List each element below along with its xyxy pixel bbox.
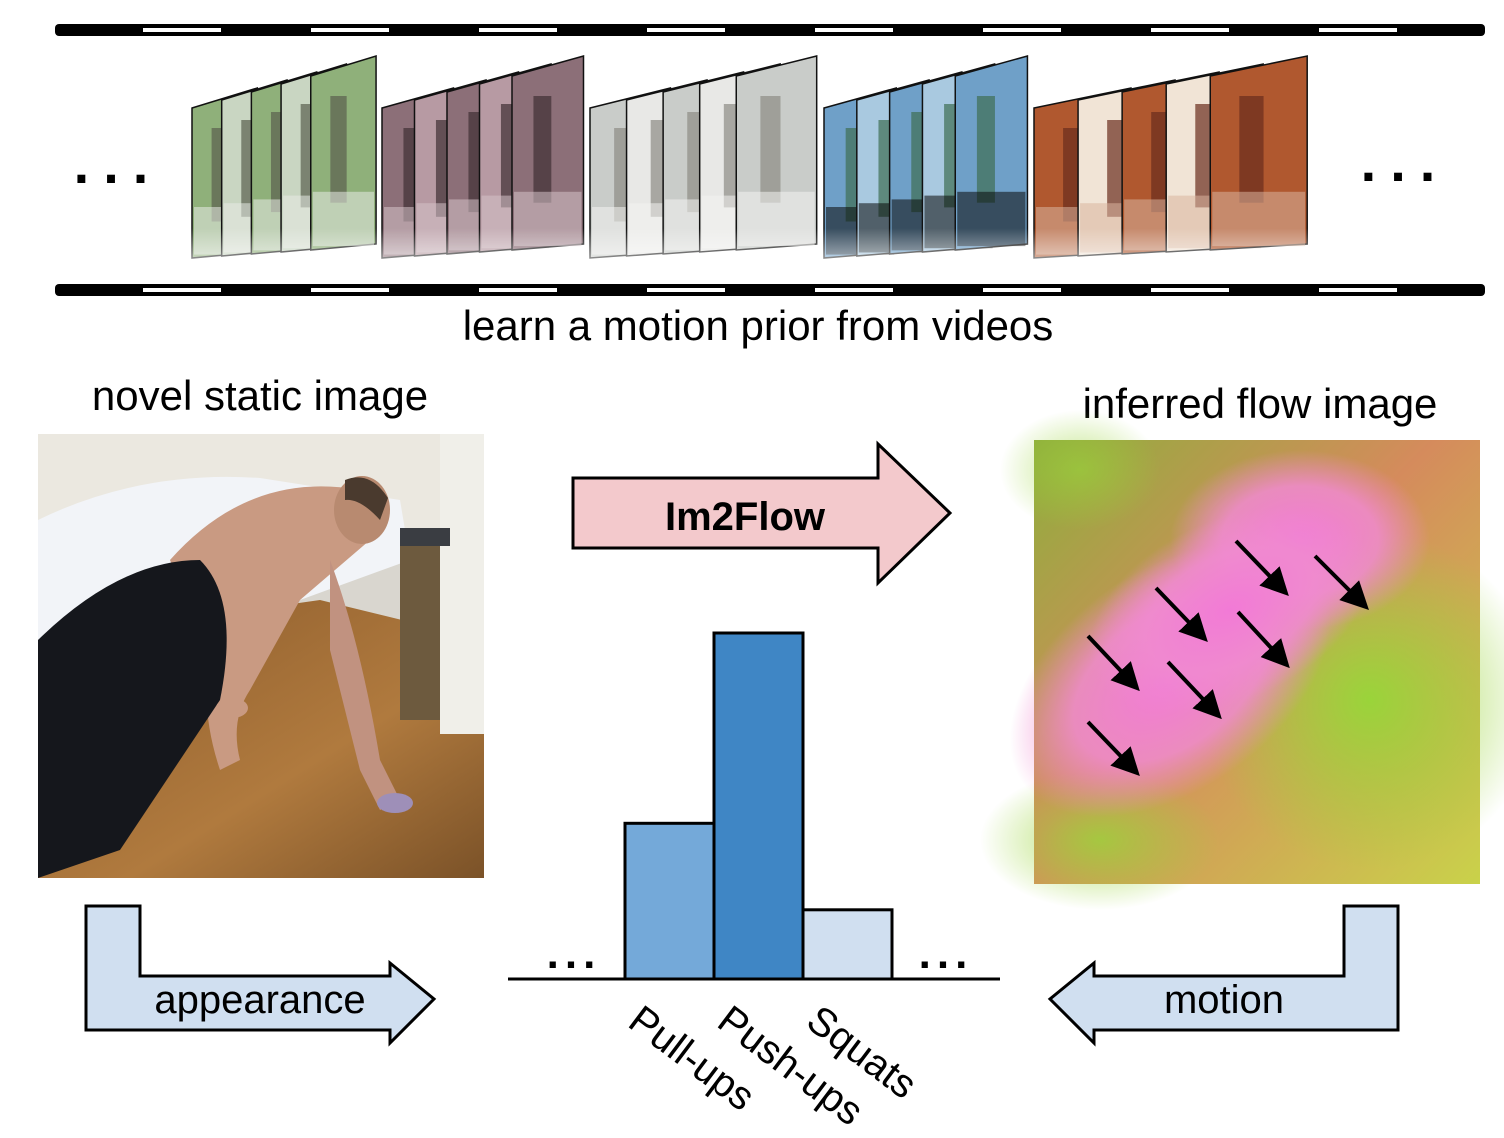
sprocket-hole bbox=[311, 28, 389, 32]
chart-left-ellipsis: ... bbox=[547, 929, 602, 978]
bar-squats bbox=[801, 908, 894, 981]
flow-arrow bbox=[1166, 660, 1222, 720]
sprocket-hole bbox=[1151, 28, 1229, 32]
sprocket-hole bbox=[983, 288, 1061, 292]
sprocket-hole bbox=[1319, 288, 1397, 292]
filmstrip-left-ellipsis: ... bbox=[74, 132, 163, 195]
filmstrip-right-ellipsis: ... bbox=[1361, 130, 1450, 193]
bar-pull-ups bbox=[623, 821, 716, 981]
filmstrip-top-rail bbox=[55, 24, 1485, 36]
sprocket-hole bbox=[311, 288, 389, 292]
novel-static-image bbox=[38, 434, 484, 878]
flow-arrow bbox=[1154, 586, 1208, 643]
sprocket-hole bbox=[815, 28, 893, 32]
flow-arrow bbox=[1234, 539, 1289, 597]
appearance-arrow: appearance bbox=[84, 904, 437, 1047]
novel-image-title: novel static image bbox=[92, 372, 428, 419]
flow-image-title: inferred flow image bbox=[1083, 380, 1438, 427]
sprocket-hole bbox=[1487, 288, 1504, 292]
sprocket-hole bbox=[1487, 28, 1504, 32]
motion-label: motion bbox=[1164, 978, 1284, 1022]
sprocket-hole bbox=[983, 28, 1061, 32]
sprocket-hole bbox=[1319, 28, 1397, 32]
sprocket-hole bbox=[647, 288, 725, 292]
flow-arrow bbox=[1313, 554, 1369, 610]
sprocket-hole bbox=[647, 28, 725, 32]
sprocket-hole bbox=[143, 288, 221, 292]
chart-right-ellipsis: ... bbox=[919, 929, 974, 978]
flow-arrow bbox=[1086, 634, 1140, 692]
flow-arrow bbox=[1086, 720, 1140, 777]
sprocket-hole bbox=[815, 288, 893, 292]
im2flow-label: Im2Flow bbox=[665, 495, 826, 539]
filmstrip-sprockets bbox=[143, 28, 1504, 292]
motion-arrow: motion bbox=[1047, 904, 1400, 1047]
filmstrip-bottom-rail bbox=[55, 284, 1485, 296]
im2flow-arrow: Im2Flow bbox=[571, 440, 953, 587]
sprocket-hole bbox=[479, 288, 557, 292]
filmstrip: ... ... bbox=[55, 24, 1504, 296]
filmstrip-reflection bbox=[190, 160, 1330, 284]
bar-push-ups bbox=[712, 631, 805, 981]
sprocket-hole bbox=[143, 28, 221, 32]
flow-arrow bbox=[1236, 610, 1290, 669]
chart-bars bbox=[623, 631, 894, 981]
sprocket-hole bbox=[479, 28, 557, 32]
filmstrip-caption: learn a motion prior from videos bbox=[463, 302, 1054, 349]
flow-arrows bbox=[1086, 539, 1369, 777]
appearance-label: appearance bbox=[154, 978, 365, 1022]
inferred-flow-image bbox=[980, 410, 1504, 910]
sprocket-hole bbox=[1151, 288, 1229, 292]
